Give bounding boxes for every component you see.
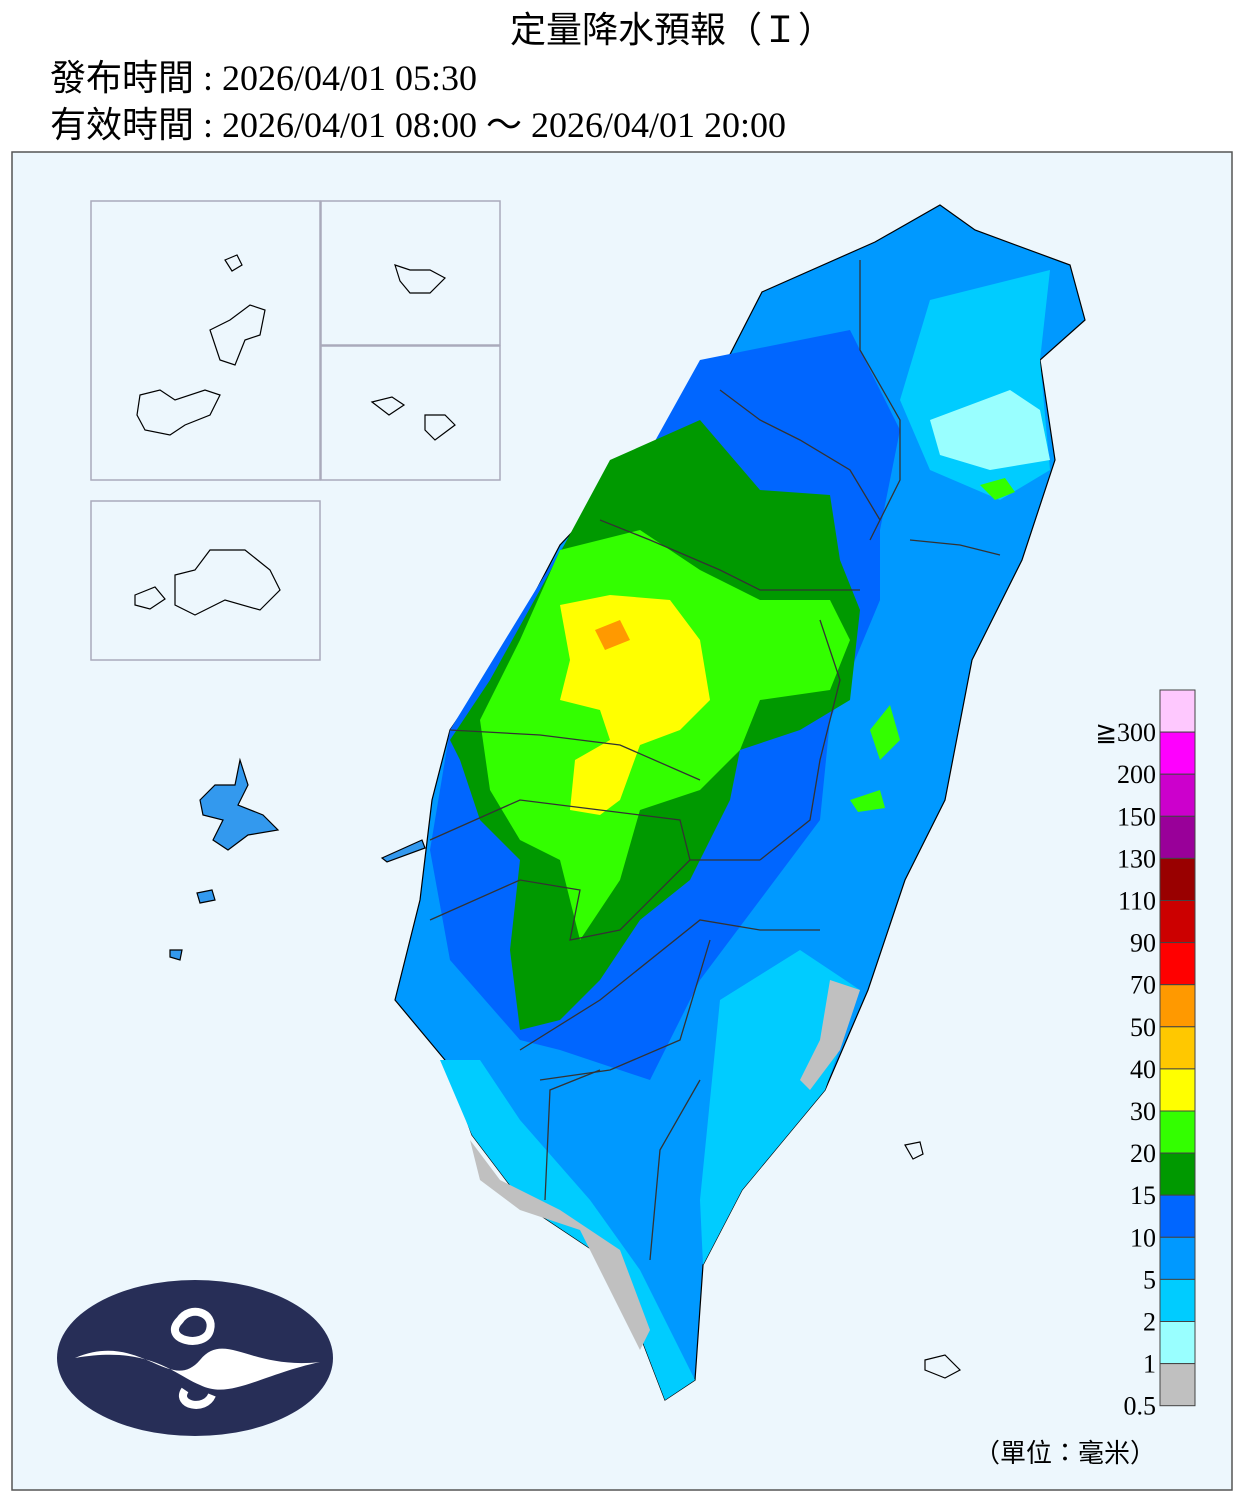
legend-label: 110	[1118, 887, 1156, 916]
penghu-islands	[169, 757, 426, 961]
legend-swatch	[1159, 731, 1196, 775]
valid-time: 有效時間 : 2026/04/01 08:00 ～ 2026/04/01 20:…	[50, 105, 786, 145]
legend-swatch	[1159, 942, 1196, 986]
legend-swatch	[1159, 1110, 1196, 1154]
legend-swatch	[1159, 1236, 1196, 1280]
legend-label: ≧300	[1095, 718, 1156, 747]
legend-swatch	[1159, 815, 1196, 859]
legend-label: 200	[1117, 760, 1156, 789]
taiwan-rainfall-map	[394, 204, 1086, 1401]
legend-label: 0.5	[1124, 1392, 1157, 1421]
legend-label: 130	[1117, 844, 1156, 873]
legend-label: 70	[1130, 971, 1156, 1000]
legend-swatch	[1159, 900, 1196, 944]
legend-label: 2	[1143, 1308, 1156, 1337]
title: 定量降水預報（Ｉ）	[510, 10, 834, 50]
legend-label: 20	[1130, 1139, 1156, 1168]
legend-label: 5	[1143, 1265, 1156, 1294]
legend-label: 10	[1130, 1223, 1156, 1252]
legend-swatch	[1159, 773, 1196, 817]
legend-label: 150	[1117, 802, 1156, 831]
legend-swatch	[1159, 1321, 1196, 1365]
legend-label: 1	[1143, 1350, 1156, 1379]
legend-swatch	[1159, 1152, 1196, 1196]
inset-islands	[134, 254, 961, 1379]
legend-swatch	[1159, 1194, 1196, 1238]
agency-logo	[57, 1280, 333, 1436]
legend-label: 40	[1130, 1055, 1156, 1084]
legend-swatch	[1159, 1363, 1196, 1407]
legend-unit: （單位：毫米）	[974, 1439, 1156, 1468]
legend-swatch	[1159, 857, 1196, 902]
legend-swatch	[1159, 1278, 1196, 1323]
legend-label: 50	[1130, 1013, 1156, 1042]
legend-label: 15	[1130, 1181, 1156, 1210]
legend-swatch	[1159, 1026, 1196, 1070]
issued-time: 發布時間 : 2026/04/01 05:30	[50, 58, 477, 98]
legend-swatch	[1159, 689, 1196, 733]
inset-boxes	[90, 200, 501, 661]
legend-label: 30	[1130, 1097, 1156, 1126]
legend-label: 90	[1130, 929, 1156, 958]
legend-swatch	[1159, 984, 1196, 1028]
legend: ≧300 200 150 130 110 90 70 50 40 30 20 15 10 5 2 1 0.5	[1095, 689, 1196, 1421]
legend-swatch	[1159, 1068, 1196, 1112]
